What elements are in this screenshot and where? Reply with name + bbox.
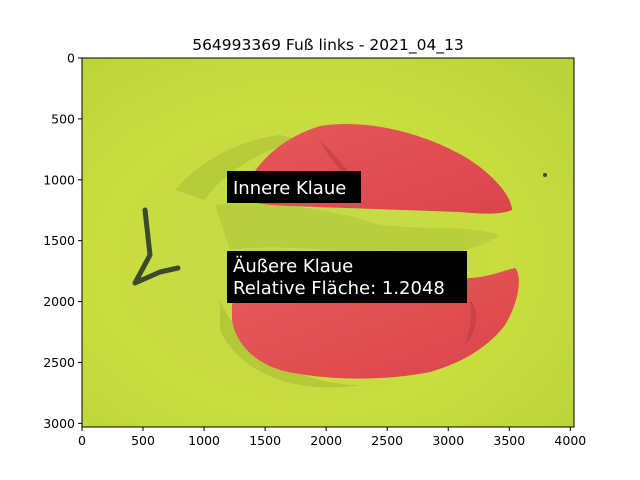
y-tick-label: 3000 [43,416,75,431]
y-tick-label: 1500 [43,233,75,248]
x-tick-label: 3500 [493,433,525,448]
x-tick-label: 500 [131,433,155,448]
annotation-box-outer [227,251,467,303]
x-tick-label: 2000 [310,433,342,448]
annotation-box-inner [227,171,361,203]
y-axis: 0 500 1000 1500 2000 2500 3000 [43,51,82,431]
annotation-inner-label: Innere Klaue [233,178,346,199]
x-tick-label: 2500 [371,433,403,448]
y-tick-label: 2000 [43,294,75,309]
y-tick-label: 1000 [43,172,75,187]
marker-letter-l [132,207,181,286]
lower-fold [220,300,360,388]
annotation-outer-area: Relative Fläche: 1.2048 [233,278,445,299]
y-tick-label: 2500 [43,355,75,370]
marker-dot [543,173,547,177]
plot-title: 564993369 Fuß links - 2021_04_13 [192,36,464,55]
x-tick-label: 0 [78,433,86,448]
y-tick-label: 500 [51,111,75,126]
x-tick-label: 3000 [432,433,464,448]
x-tick-label: 1000 [188,433,220,448]
x-tick-label: 4000 [554,433,586,448]
annotation-outer-claw: Äußere Klaue Relative Fläche: 1.2048 [227,251,467,303]
x-tick-label: 1500 [249,433,281,448]
inner-claw-shade [320,140,350,175]
shadow-fold [175,135,300,200]
center-fold [215,203,500,257]
annotation-outer-label: Äußere Klaue [233,256,353,277]
hoof-photo [82,58,574,427]
y-tick-label: 0 [67,51,75,66]
annotation-inner-claw: Innere Klaue [227,171,361,203]
axes-frame [81,57,575,428]
x-axis: 0 500 1000 1500 2000 2500 3000 3500 4000 [78,427,586,448]
outer-claw-shade [465,300,477,345]
